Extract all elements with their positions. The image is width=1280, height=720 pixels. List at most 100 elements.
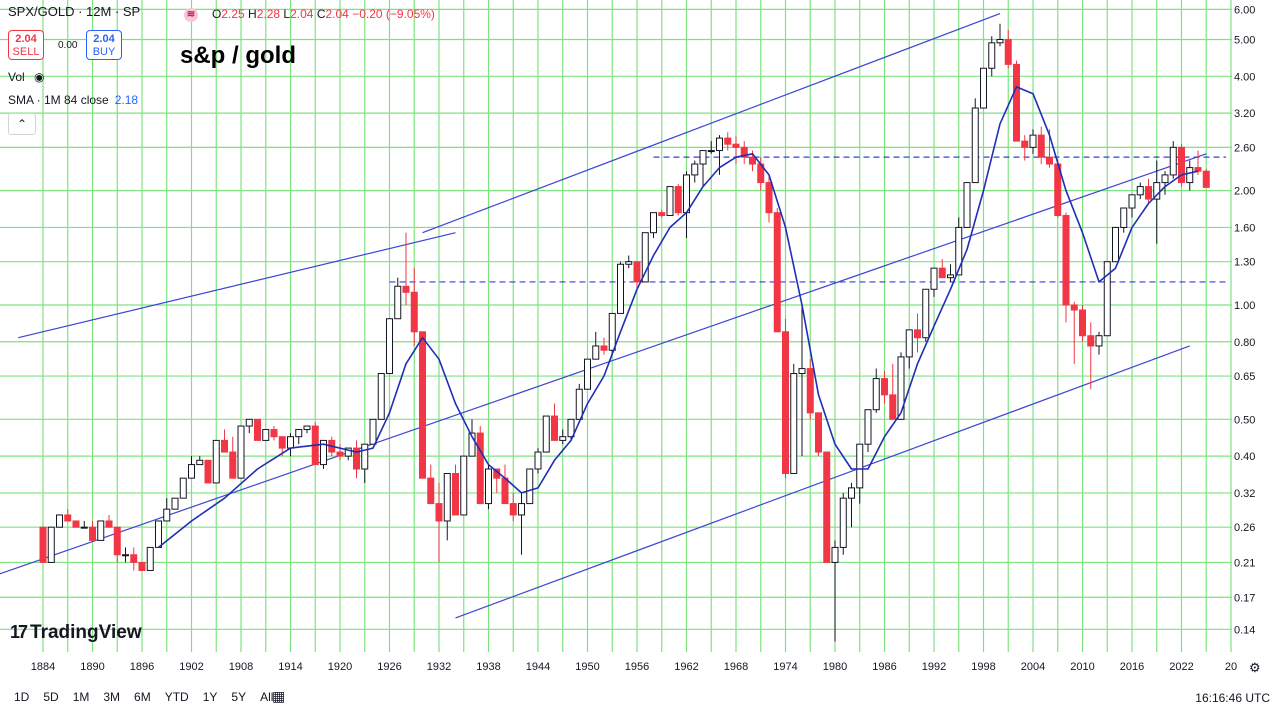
candle <box>336 444 344 461</box>
candle-body <box>691 163 699 176</box>
x-tick-label: 1920 <box>328 661 352 673</box>
y-tick-label: 0.21 <box>1234 557 1255 569</box>
y-tick-label: 6.00 <box>1234 4 1255 16</box>
y-tick-label: 0.26 <box>1234 522 1255 534</box>
sell-label: SELL <box>12 46 40 58</box>
candle-body <box>320 439 327 466</box>
candle-body <box>518 503 525 516</box>
candle-body <box>625 261 633 265</box>
range-button-1d[interactable]: 1D <box>14 690 30 704</box>
candle <box>138 561 146 571</box>
sell-button[interactable]: 2.04 SELL <box>8 30 44 60</box>
y-tick-label: 0.65 <box>1234 371 1255 383</box>
low-label: L <box>283 7 291 21</box>
candle-body <box>955 226 963 276</box>
candle-body <box>897 356 905 420</box>
candle <box>897 352 905 420</box>
candle-body <box>1103 261 1111 337</box>
range-button-ytd[interactable]: YTD <box>164 690 189 704</box>
range-button-all[interactable]: All <box>260 690 274 704</box>
trend-line <box>18 232 456 339</box>
low-value: 2.04 <box>290 7 314 21</box>
symbol-legend[interactable]: SPX/GOLD · 12M · SP <box>8 4 140 19</box>
tradingview-logo[interactable]: 17 TradingView <box>10 622 142 644</box>
range-button-5y[interactable]: 5Y <box>231 690 247 704</box>
candle-body <box>600 345 608 351</box>
x-tick-label: 1998 <box>971 661 995 673</box>
eye-hidden-icon[interactable]: ◉ <box>34 70 45 84</box>
buy-button[interactable]: 2.04 BUY <box>86 30 122 60</box>
time-axis: 1884 1890 1896 1902 1908 1914 1920 1926 1932 1938… <box>31 661 1237 673</box>
x-tick-label: 1944 <box>526 661 550 673</box>
candle <box>171 497 179 510</box>
candle-body <box>707 150 715 153</box>
volume-indicator[interactable]: Vol ◉ <box>8 70 45 84</box>
candle-body <box>336 451 344 457</box>
x-tick-label: 1902 <box>179 661 203 673</box>
trend-line <box>455 345 1190 619</box>
candle <box>163 498 171 522</box>
candle <box>410 268 418 346</box>
y-tick-label: 0.14 <box>1234 624 1255 636</box>
calendar-icon[interactable]: ▦ <box>272 688 286 704</box>
candle-body <box>650 212 657 234</box>
range-button-6m[interactable]: 6M <box>134 690 151 704</box>
candle <box>839 492 847 555</box>
candle-body <box>270 429 278 438</box>
candle <box>534 448 542 474</box>
candle-body <box>782 331 789 475</box>
candle <box>105 514 113 528</box>
high-label: H <box>248 7 257 21</box>
close-label: C <box>316 7 326 21</box>
candle <box>815 412 822 457</box>
candle-body <box>1202 170 1210 188</box>
candle-body <box>419 331 426 479</box>
candle <box>600 337 608 355</box>
range-button-1y[interactable]: 1Y <box>202 690 218 704</box>
candle <box>889 363 897 420</box>
candle-body <box>856 443 864 489</box>
candle-body <box>542 415 550 453</box>
collapse-legend-button[interactable]: ⌃ <box>8 113 36 135</box>
candle <box>113 526 121 563</box>
candle <box>353 440 360 479</box>
candle <box>914 313 921 353</box>
candle-body <box>155 520 162 548</box>
candle <box>1202 169 1210 188</box>
x-tick-label: 1980 <box>823 661 847 673</box>
candle <box>369 418 377 445</box>
candle <box>1128 194 1136 218</box>
candle-body <box>674 186 682 214</box>
candle-body <box>1136 186 1144 196</box>
clock-time[interactable]: 16:16:46 UTC <box>1195 691 1270 705</box>
candle-body <box>633 261 641 283</box>
brand-name: TradingView <box>30 622 142 643</box>
candle <box>64 509 72 522</box>
candle <box>575 383 583 420</box>
candle-body <box>410 291 418 333</box>
candle-body <box>1120 207 1128 228</box>
candle-body <box>773 212 781 333</box>
candle-body <box>72 520 80 528</box>
market-status-icon[interactable]: ≋ <box>184 8 198 22</box>
candle <box>963 182 971 228</box>
symbol-title[interactable]: SPX/GOLD · 12M · SP <box>8 4 141 19</box>
candle <box>584 358 591 390</box>
candle <box>971 98 979 184</box>
settings-gear-icon[interactable]: ⚙ <box>1249 660 1261 675</box>
range-button-3m[interactable]: 3M <box>103 690 121 704</box>
candle <box>1029 129 1037 154</box>
candle <box>650 212 657 239</box>
chart-annotation[interactable]: s&p / gold <box>180 42 296 69</box>
sma-indicator[interactable]: SMA · 1M 84 close 2.18 <box>8 93 138 107</box>
candle-body <box>823 451 831 563</box>
range-button-1m[interactable]: 1M <box>72 690 90 704</box>
candle <box>658 209 666 218</box>
candle <box>1037 126 1045 165</box>
candle-body <box>353 447 360 470</box>
candle-body <box>221 439 228 453</box>
x-tick-label: 1968 <box>724 661 748 673</box>
range-button-5d[interactable]: 5D <box>43 690 59 704</box>
candle <box>254 418 261 441</box>
